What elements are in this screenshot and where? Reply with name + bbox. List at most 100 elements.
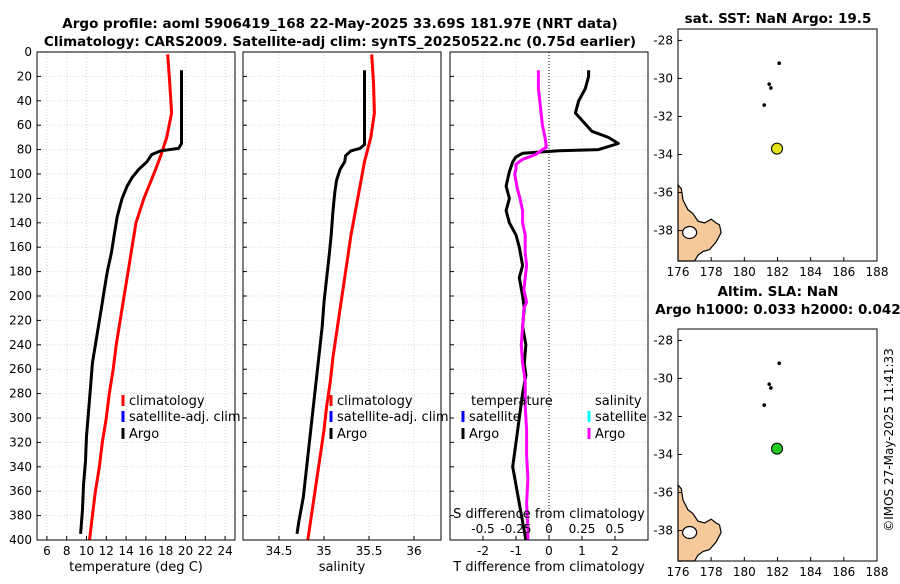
x-tick-label: 12: [99, 544, 114, 558]
x-tick-label: 16: [138, 544, 153, 558]
x-tick-label: 10: [79, 544, 94, 558]
y-tick-label: 340: [9, 460, 32, 474]
lon-tick-label: 178: [700, 565, 723, 579]
x-tick-label: 35: [316, 544, 331, 558]
sst-map-title: sat. SST: NaN Argo: 19.5: [685, 11, 872, 27]
clim-line: [88, 54, 174, 541]
legend-clim-label: climatology: [337, 394, 413, 409]
y-tick-label: 20: [17, 69, 32, 83]
difference-panel: -2 -1 0 1 2 -0.5 -0.25 0 0.25 0.5 T difference fr…: [449, 51, 649, 575]
argo-line: [295, 70, 366, 535]
t-diff-line: [504, 70, 620, 541]
lat-tick-label: -34: [653, 148, 673, 162]
salinity-panel: 34.5 35 35.5 36 salinity climatology satell…: [242, 51, 449, 575]
x-tick-label: 36: [406, 544, 421, 558]
y-tick-label: 200: [9, 289, 32, 303]
legend-t-argo-label: Argo: [469, 427, 499, 442]
y-tick-label: 80: [17, 143, 32, 157]
sla-map-subtitle: Argo h1000: 0.033 h2000: 0.042: [655, 302, 900, 318]
lon-tick-label: 186: [832, 565, 855, 579]
new-zealand-land: [677, 183, 722, 262]
y-tick-label: 280: [9, 387, 32, 401]
lat-tick-label: -38: [653, 524, 673, 538]
s-diff-line: [513, 70, 548, 540]
sst-map-panel: sat. SST: NaN Argo: 19.5 176 178 180 182 184…: [653, 11, 888, 279]
track-point: [762, 103, 767, 107]
lake: [682, 525, 698, 540]
track-point: [769, 386, 773, 390]
legend-sat-label: satellite-adj. clim: [337, 410, 449, 425]
track-point: [777, 361, 781, 366]
y-tick-label: 60: [17, 118, 32, 132]
x-tick-label: 0: [545, 544, 553, 558]
lat-tick-label: -36: [653, 486, 673, 500]
lon-tick-label: 180: [733, 265, 756, 279]
imos-watermark: ©IMOS 27-May-2025 11:41:33: [882, 348, 896, 532]
sla-map-title: Altim. SLA: NaN: [718, 284, 839, 300]
legend-clim-label: climatology: [129, 394, 205, 409]
salinity-xlabel: salinity: [319, 560, 366, 575]
title-line-2: Climatology: CARS2009. Satellite-adj cli…: [44, 34, 636, 50]
lat-tick-label: -28: [653, 333, 673, 347]
s-tick-label: 0: [545, 522, 553, 536]
s-tick-label: 0.25: [569, 522, 596, 536]
legend-salinity-header: salinity: [595, 394, 642, 409]
lat-tick-label: -32: [653, 409, 673, 423]
x-tick-label: 14: [118, 544, 133, 558]
y-tick-label: 160: [9, 240, 32, 254]
s-tick-label: 0.5: [605, 522, 624, 536]
x-tick-label: 24: [217, 544, 232, 558]
temperature-panel: 0 20 40 60 80 100 120 140 160 180 200 220 240 260 280 3…: [9, 45, 241, 575]
legend-s-sat-label: satellite: [595, 410, 647, 425]
x-tick-label: 20: [178, 544, 193, 558]
y-tick-label: 260: [9, 362, 32, 376]
x-tick-label: 35.5: [356, 544, 383, 558]
lon-tick-label: 180: [733, 565, 756, 579]
lat-tick-label: -30: [653, 71, 673, 85]
y-tick-label: 140: [9, 216, 32, 230]
lon-tick-label: 188: [866, 265, 889, 279]
legend-sat-label: satellite-adj. clim: [129, 410, 241, 425]
y-tick-label: 300: [9, 411, 32, 425]
legend-argo-label: Argo: [129, 427, 159, 442]
lon-tick-label: 188: [866, 565, 889, 579]
lake: [682, 225, 698, 240]
x-tick-label: 18: [158, 544, 173, 558]
new-zealand-land: [677, 483, 722, 562]
temperature-xlabel: temperature (deg C): [69, 560, 203, 575]
argo-line: [79, 70, 183, 535]
t-difference-xlabel: T difference from climatology: [452, 560, 645, 575]
legend-s-argo-label: Argo: [595, 427, 625, 442]
y-tick-label: 400: [9, 533, 32, 547]
y-tick-label: 220: [9, 313, 32, 327]
s-tick-label: -0.5: [471, 522, 494, 536]
sla-map-panel: Altim. SLA: NaN Argo h1000: 0.033 h2000:…: [653, 284, 900, 579]
legend-argo-label: Argo: [337, 427, 367, 442]
track-point: [767, 382, 772, 386]
title-line-1: Argo profile: aoml 5906419_168 22-May-20…: [62, 16, 617, 32]
lon-tick-label: 178: [700, 265, 723, 279]
y-tick-label: 360: [9, 484, 32, 498]
track-point: [769, 86, 773, 90]
lon-tick-label: 182: [766, 265, 789, 279]
y-tick-label: 120: [9, 191, 32, 205]
y-tick-label: 0: [24, 45, 32, 59]
y-tick-label: 380: [9, 509, 32, 523]
lon-tick-label: 176: [667, 265, 690, 279]
x-tick-label: 34.5: [266, 544, 293, 558]
x-tick-label: -1: [510, 544, 522, 558]
s-tick-label: -0.25: [500, 522, 531, 536]
s-difference-label: S difference from climatology: [453, 507, 645, 522]
y-tick-label: 100: [9, 167, 32, 181]
track-point: [762, 403, 767, 407]
lat-tick-label: -34: [653, 448, 673, 462]
float-position-marker: [771, 142, 784, 155]
lon-tick-label: 186: [832, 265, 855, 279]
temperature-legend: climatology satellite-adj. clim Argo: [121, 394, 241, 442]
lat-tick-label: -28: [653, 33, 673, 47]
clim-line: [306, 54, 376, 541]
lat-tick-label: -30: [653, 371, 673, 385]
track-point: [767, 82, 772, 86]
lat-tick-label: -32: [653, 109, 673, 123]
lon-tick-label: 184: [799, 565, 822, 579]
